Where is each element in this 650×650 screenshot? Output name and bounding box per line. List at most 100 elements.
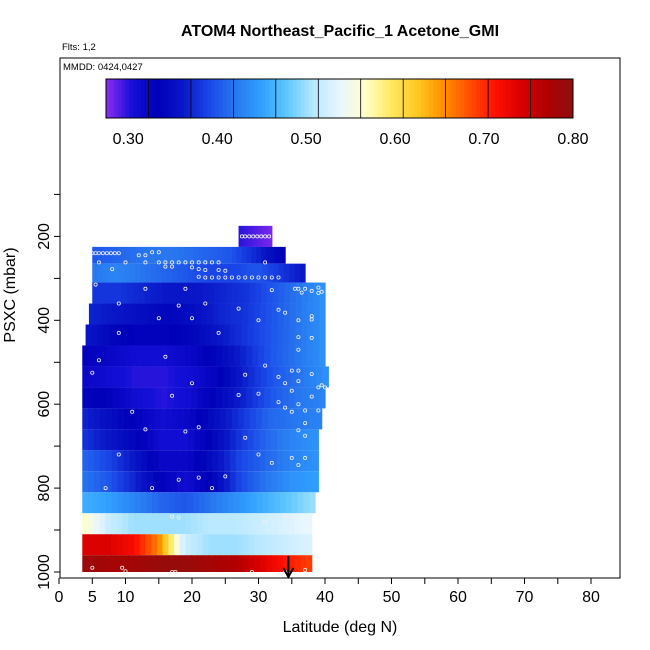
heatmap-cell [198, 263, 205, 283]
heatmap-cell [129, 471, 136, 493]
heatmap-cell [249, 282, 256, 304]
colorbar-segment [537, 79, 543, 118]
x-axis-label: Latitude (deg N) [283, 619, 398, 636]
heatmap-cell [136, 387, 144, 409]
observation-point [269, 275, 274, 280]
heatmap-cell [244, 225, 246, 247]
heatmap-cell [163, 492, 171, 514]
heatmap-cell [202, 555, 210, 572]
colorbar-segment [483, 79, 488, 118]
heatmap-cell [221, 387, 229, 409]
colorbar-segment [253, 79, 259, 118]
observation-point [176, 477, 181, 482]
heatmap-cell [184, 408, 191, 430]
heatmap-cell [265, 303, 273, 325]
heatmap-cell [254, 513, 261, 535]
heatmap-cell [251, 492, 258, 514]
heatmap-cell [256, 246, 262, 264]
heatmap-cell [136, 303, 143, 325]
heatmap-cell [156, 282, 163, 304]
heatmap-cell [94, 450, 101, 472]
observation-point [236, 275, 241, 280]
heatmap-cell [118, 387, 126, 409]
heatmap-cell [282, 387, 290, 409]
heatmap-cell [202, 534, 210, 556]
heatmap-cell [265, 450, 272, 472]
heatmap-cell [153, 450, 160, 472]
colorbar-segment [413, 79, 418, 118]
observation-point [100, 251, 105, 256]
heatmap-cell [82, 534, 89, 556]
heatmap-cell [218, 471, 225, 493]
heatmap-cell [147, 429, 154, 451]
heatmap-cell [179, 345, 187, 367]
plot-frame [59, 57, 621, 579]
observation-point [176, 515, 181, 520]
heatmap-cell [121, 324, 129, 346]
heatmap-cell [223, 366, 231, 388]
heatmap-cell [85, 324, 93, 346]
heatmap-cell [112, 345, 120, 367]
heatmap-cell [253, 225, 255, 247]
heatmap-cell [181, 492, 188, 514]
heatmap-cell [185, 534, 192, 556]
heatmap-cell [185, 345, 193, 367]
heatmap-cell [97, 263, 104, 283]
heatmap-cell [251, 225, 254, 247]
heatmap-cell [297, 492, 304, 514]
heatmap-cell [218, 429, 225, 451]
colorbar-segment [246, 79, 251, 118]
observation-point [90, 370, 95, 375]
heatmap-cell [271, 534, 278, 556]
heatmap-cell [245, 225, 247, 247]
colorbar-segment [172, 79, 177, 118]
heatmap-cell [92, 282, 99, 304]
heatmap-cell [260, 225, 262, 247]
heatmap-cell [126, 246, 132, 264]
observation-point [296, 379, 301, 384]
heatmap-cell [242, 513, 250, 535]
heatmap-cell [300, 345, 308, 367]
heatmap-cell [115, 324, 123, 346]
heatmap-cell [111, 492, 118, 514]
heatmap-cell [161, 263, 168, 283]
heatmap-cell [313, 303, 320, 325]
observation-point [251, 234, 256, 239]
observation-point [209, 486, 214, 491]
observation-point [143, 253, 148, 258]
heatmap-cell [124, 345, 132, 367]
heatmap-cell [156, 513, 164, 535]
heatmap-cell [111, 471, 119, 493]
colorbar-segment [288, 79, 294, 118]
x-axis: 0 5 10 20 30 40 50 60 70 80 [55, 578, 600, 606]
heatmap-cell [117, 471, 125, 493]
heatmap-cell [285, 492, 293, 514]
heatmap-cell [140, 263, 147, 283]
observation-point [223, 275, 228, 280]
heatmap-cell [237, 408, 245, 430]
heatmap-cell [156, 263, 163, 283]
heatmap-cell [97, 246, 103, 264]
heatmap-cell [141, 471, 148, 493]
heatmap-cell [185, 387, 193, 409]
x-tick-label: 5 [88, 589, 97, 606]
observation-point [216, 275, 221, 280]
heatmap-cell [111, 450, 119, 472]
heatmap-cell [194, 471, 201, 493]
heatmap-cell [100, 345, 108, 367]
colorbar-segment [456, 79, 461, 118]
heatmap-cell [130, 345, 138, 367]
heatmap-cell [111, 246, 117, 264]
heatmap-cell [248, 303, 255, 325]
colorbar-segment [141, 79, 146, 118]
heatmap-cell [99, 492, 107, 514]
heatmap-cell [294, 263, 301, 283]
heatmap-cell [240, 387, 247, 409]
heatmap-cell [265, 225, 267, 247]
heatmap-cell [113, 366, 120, 388]
heatmap-cell [276, 345, 284, 367]
heatmap-cell [182, 429, 190, 451]
heatmap-cell [221, 345, 229, 367]
heatmap-cell [260, 513, 267, 535]
heatmap-cell [174, 366, 182, 388]
